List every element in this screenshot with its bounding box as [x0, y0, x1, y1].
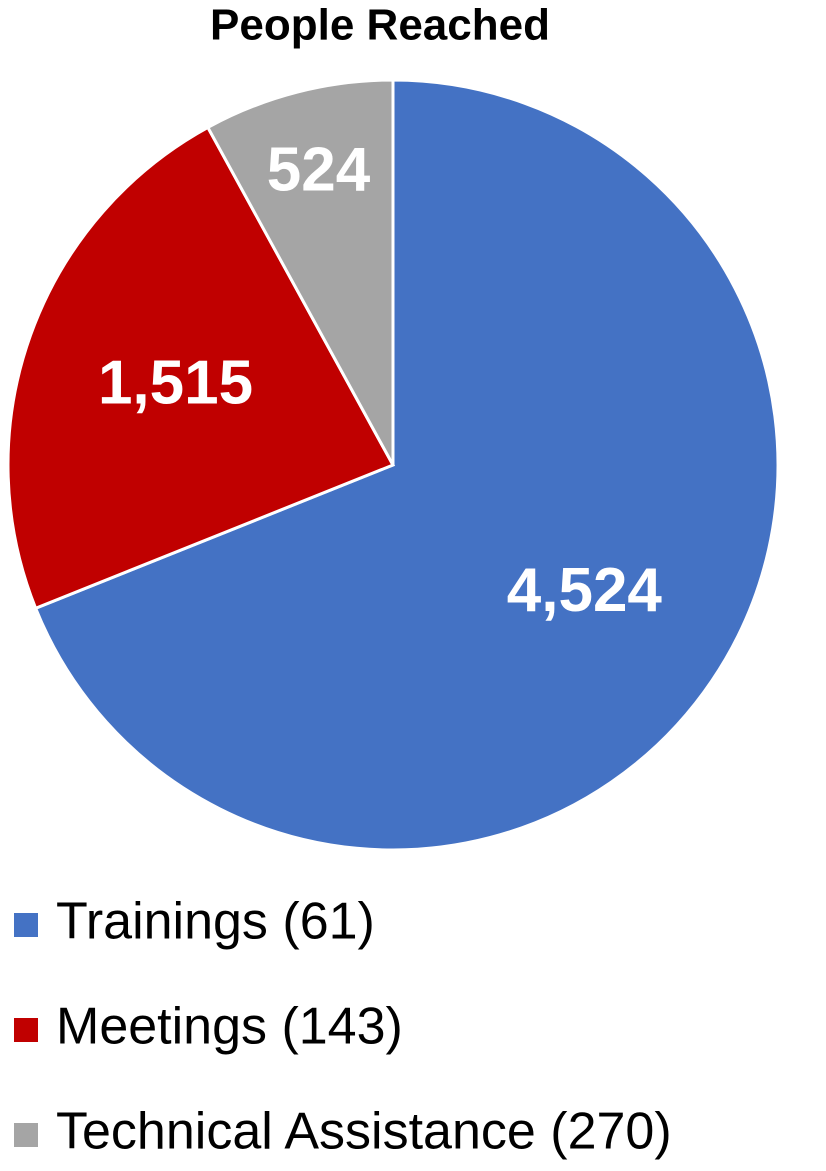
pie-slice [33, 78, 780, 852]
legend-label: Technical Assistance (270) [56, 1103, 672, 1161]
data-label: 1,515 [98, 348, 253, 417]
pie-slice [205, 78, 395, 466]
legend-swatch [14, 913, 38, 937]
legend-label: Meetings (143) [56, 998, 403, 1056]
legend-swatch [14, 1123, 38, 1147]
pie-slice [6, 125, 396, 611]
chart-title: People Reached [210, 1, 550, 50]
data-label: 524 [267, 135, 371, 204]
data-label: 4,524 [507, 556, 663, 625]
legend-swatch [14, 1018, 38, 1042]
legend-label: Trainings (61) [56, 893, 375, 951]
